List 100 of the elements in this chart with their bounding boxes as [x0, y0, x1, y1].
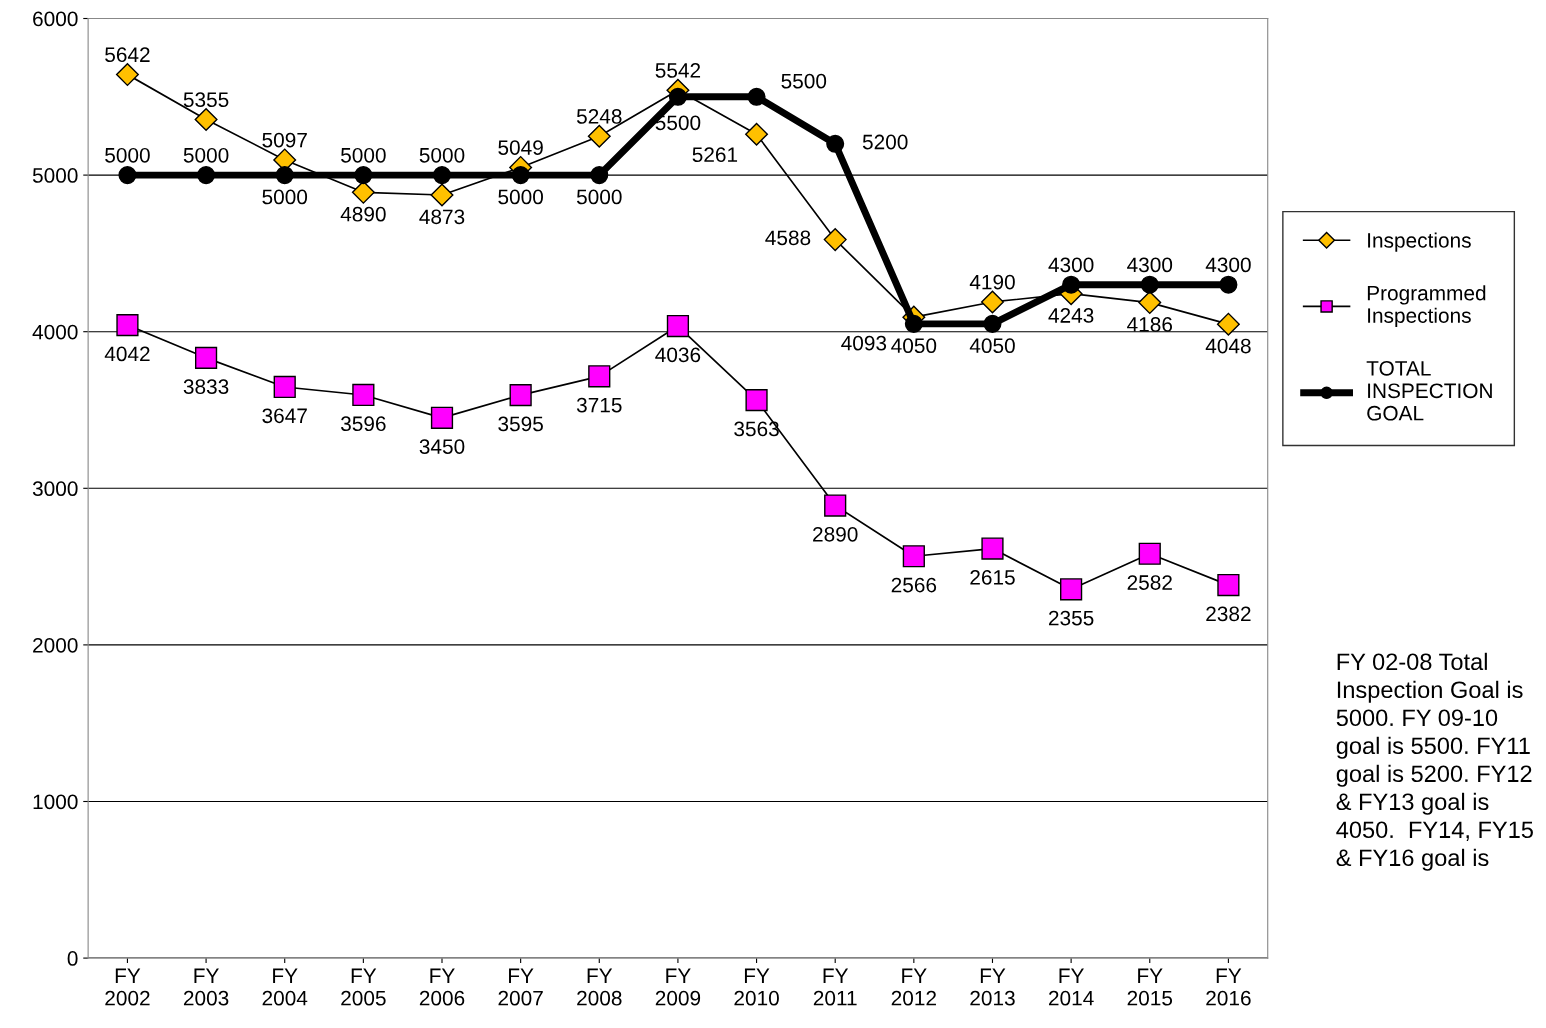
legend-label: Inspections: [1368, 232, 1471, 252]
point: [745, 389, 768, 412]
data-label: 5261: [692, 147, 738, 163]
point: [1217, 573, 1240, 597]
x-tick-label: FY 2016: [1206, 968, 1251, 1006]
data-label: 5248: [576, 109, 622, 124]
point: [666, 314, 690, 338]
point: [509, 384, 532, 407]
data-label: 4890: [340, 206, 386, 222]
point: [194, 108, 218, 132]
data-label: 5000: [576, 189, 622, 205]
point: [432, 166, 452, 185]
data-label: 5500: [781, 73, 827, 89]
point: [1140, 275, 1159, 294]
point: [980, 290, 1004, 314]
data-label: 4300: [1205, 257, 1251, 273]
point: [823, 228, 847, 252]
point: [352, 383, 375, 407]
data-label: 4300: [1048, 257, 1094, 273]
text: FY 02-08 Total Inspection Goal is 5000. FY 09-10 goal is 5500. FY11 goal is 5200. FY12 & FY13 goal is 4050. FY14, FY15 & FY16 goal is: [1336, 652, 1533, 871]
data-label: 4050: [969, 338, 1015, 354]
data-label: 5000: [419, 147, 465, 163]
point: [511, 166, 530, 185]
data-label: 2890: [813, 526, 858, 542]
data-label: 3647: [262, 408, 307, 424]
point: [354, 166, 373, 185]
point: [981, 537, 1004, 560]
data-label: 5000: [183, 147, 229, 163]
data-label: 3563: [734, 421, 779, 437]
data-label: 4588: [765, 230, 811, 246]
data-label: 5097: [262, 132, 307, 148]
x-tick-label: FY 2005: [341, 968, 386, 1006]
point: [115, 63, 139, 87]
data-label: 5200: [862, 134, 908, 150]
y-tick-label: 0: [67, 951, 78, 966]
y-tick-label: 3000: [32, 481, 78, 497]
x-tick-label: FY 2003: [183, 968, 229, 1006]
point: [1062, 275, 1081, 294]
point: [668, 87, 687, 106]
data-label: 4243: [1048, 308, 1094, 323]
point: [904, 314, 923, 333]
point: [747, 87, 766, 106]
data-label: 2355: [1049, 610, 1094, 626]
x-tick-label: FY 2007: [498, 968, 543, 1006]
data-label: 2566: [891, 577, 937, 593]
data-label: 3596: [340, 416, 386, 432]
data-label: 4036: [655, 347, 701, 363]
x-tick-label: FY 2008: [577, 968, 622, 1006]
data-label: 5642: [105, 47, 150, 63]
point: [824, 494, 847, 517]
point: [983, 314, 1002, 333]
data-label: 4050: [891, 338, 937, 354]
point: [590, 166, 609, 185]
data-label: 5000: [341, 147, 386, 163]
y-tick-label: 1000: [33, 794, 78, 810]
point: [273, 375, 296, 399]
x-tick-label: FY 2002: [105, 968, 150, 1006]
point: [1060, 578, 1083, 601]
y-tick-label: 6000: [33, 11, 78, 27]
data-label: 3833: [183, 379, 229, 394]
data-label: 5542: [655, 63, 701, 78]
data-label: 5355: [183, 92, 229, 108]
data-label: 4190: [969, 274, 1015, 290]
point: [902, 545, 925, 568]
x-tick-label: FY 2009: [655, 968, 701, 1006]
point: [197, 166, 216, 185]
x-tick-label: FY 2011: [813, 968, 857, 1006]
data-label: 5000: [498, 189, 543, 205]
x-tick-label: FY 2010: [734, 968, 779, 1006]
point: [745, 122, 769, 146]
data-label: 4873: [419, 209, 465, 225]
data-label: 4048: [1205, 338, 1251, 354]
y-tick-label: 5000: [32, 168, 78, 183]
data-label: 5049: [498, 140, 543, 155]
data-label: 5000: [105, 147, 150, 163]
point: [1219, 275, 1238, 294]
point: [588, 365, 611, 388]
x-tick-label: FY 2014: [1049, 968, 1094, 1006]
data-label: 4300: [1127, 257, 1173, 273]
point: [1138, 542, 1161, 565]
point: [118, 166, 137, 185]
data-label: 5000: [262, 189, 308, 205]
y-tick-label: 4000: [32, 324, 78, 340]
data-label: 3595: [498, 416, 543, 432]
point: [1216, 312, 1240, 336]
point: [430, 406, 454, 429]
data-label: 3715: [576, 397, 622, 413]
x-tick-label: FY 2006: [419, 968, 465, 1006]
data-label: 2382: [1206, 606, 1251, 622]
point: [587, 124, 611, 148]
data-label: 4186: [1127, 317, 1173, 332]
legend-label: TOTAL INSPECTION GOAL: [1366, 360, 1492, 421]
data-label: 2582: [1127, 575, 1172, 590]
x-tick-label: FY 2015: [1127, 968, 1173, 1006]
data-label: 2615: [970, 569, 1015, 585]
data-label: 4042: [104, 346, 150, 362]
x-tick-label: FY 2012: [891, 968, 936, 1006]
data-label: 4093: [841, 335, 887, 351]
point: [194, 346, 218, 369]
point: [275, 166, 294, 185]
